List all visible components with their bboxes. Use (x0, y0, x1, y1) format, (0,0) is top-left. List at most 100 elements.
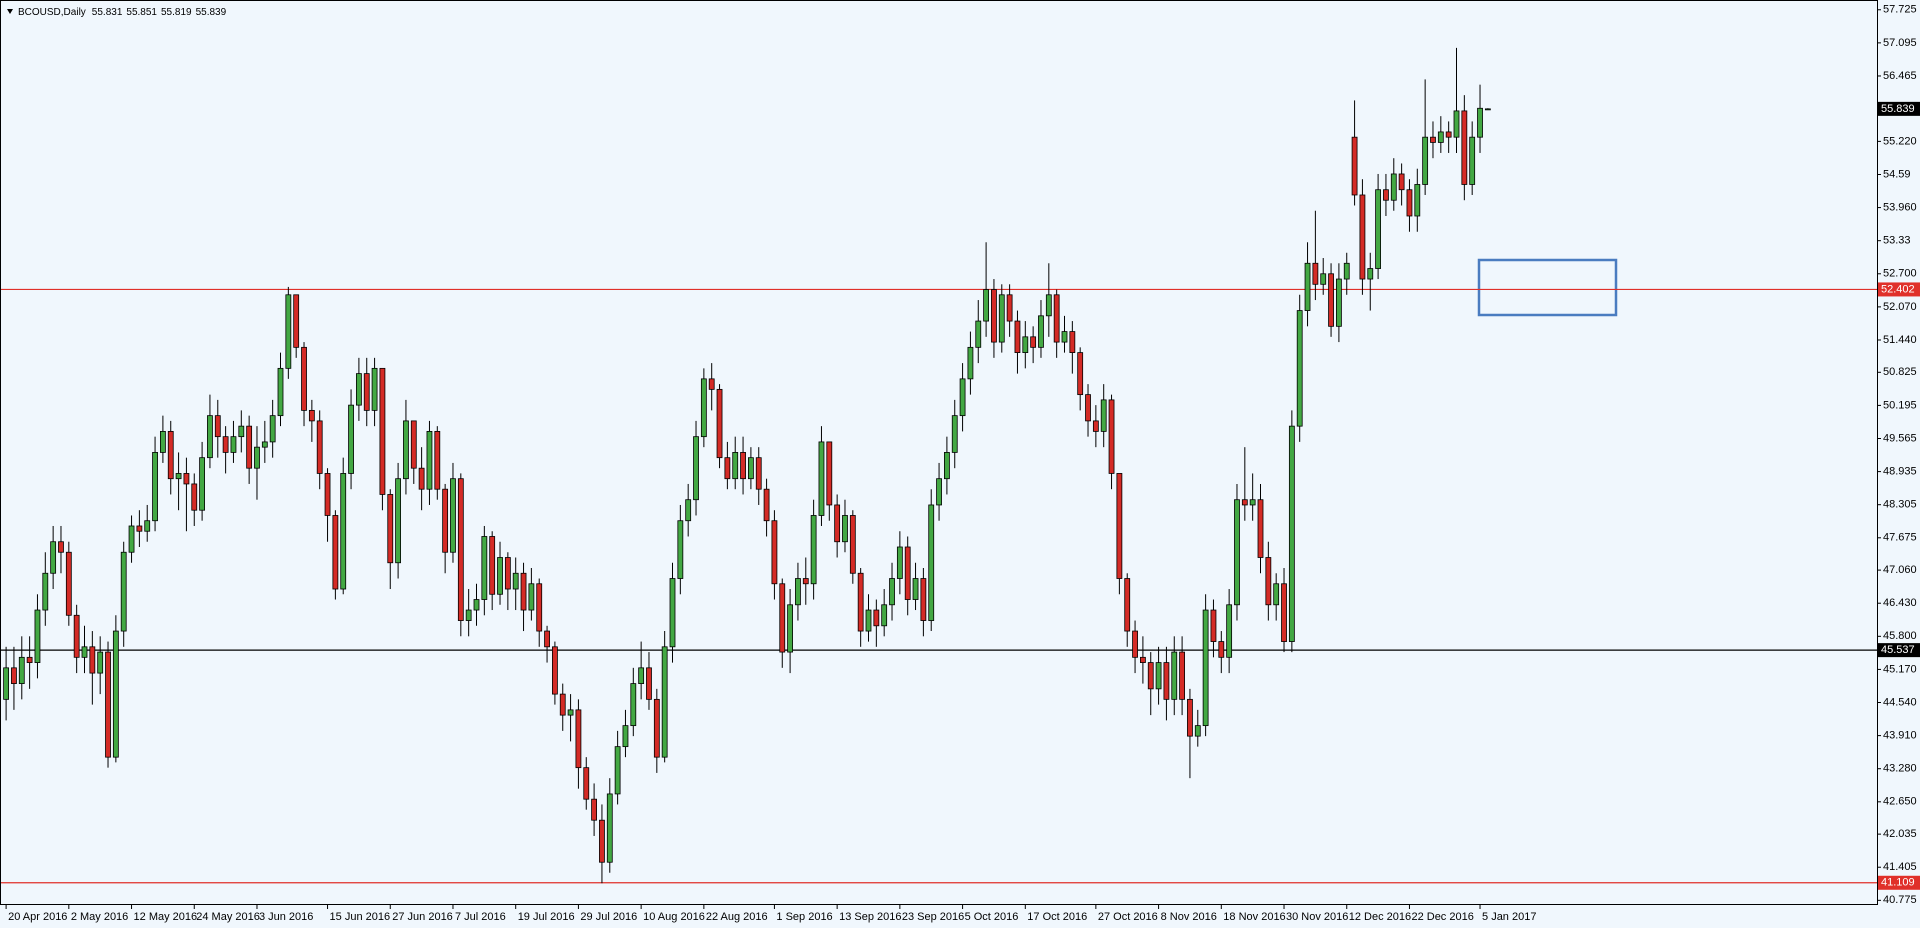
candle-body (1437, 131, 1444, 143)
current-price-label: 55.839 (1881, 103, 1915, 115)
candle-body (3, 667, 9, 700)
candle-body (379, 367, 386, 495)
candle-body (144, 520, 151, 532)
candle-body (183, 473, 190, 485)
header-open: 55.831 (92, 7, 123, 18)
y-tick-label: 52.700 (1883, 268, 1917, 280)
candle-body (128, 525, 135, 553)
y-tick-label: 42.650 (1883, 796, 1917, 808)
candle-body (1100, 399, 1107, 432)
candle-body (1163, 662, 1170, 700)
candle-body (755, 457, 762, 490)
rectangle-drawing[interactable] (1477, 258, 1618, 317)
candle-body (951, 415, 958, 453)
candle-body (1202, 609, 1209, 727)
candle-body (583, 767, 590, 800)
horizontal-line-label: 52.402 (1881, 283, 1915, 295)
x-tick-label: 22 Aug 2016 (706, 911, 768, 923)
candle-body (1038, 315, 1044, 348)
candle-body (348, 404, 354, 474)
candle-body (1390, 173, 1397, 201)
candle-body (277, 367, 284, 417)
y-tick-label: 40.775 (1883, 894, 1917, 906)
candle-body (1116, 473, 1123, 579)
candle-body (1336, 278, 1342, 327)
candle-body (967, 346, 974, 380)
y-tick-label: 41.405 (1883, 861, 1917, 873)
candle-body (1061, 331, 1068, 343)
candle-body (504, 557, 511, 590)
candle-body (1132, 630, 1138, 658)
candle-body (1461, 110, 1468, 185)
y-tick-label: 43.280 (1883, 763, 1917, 775)
candle-body (1092, 420, 1099, 432)
candle-body (489, 536, 496, 595)
horizontal-line-label-box (1878, 643, 1920, 658)
candle-body (1022, 336, 1029, 353)
y-tick-label: 44.540 (1883, 696, 1917, 708)
candle-body (175, 473, 182, 480)
candle-body (1398, 173, 1405, 191)
header-close: 55.839 (196, 7, 227, 18)
candle-body (983, 289, 989, 322)
candle-body (410, 420, 417, 469)
y-tick-label: 57.095 (1883, 37, 1917, 49)
candle-body (591, 798, 597, 821)
candle-body (810, 515, 817, 585)
candle-body (97, 651, 104, 674)
candle-body (834, 504, 841, 543)
candle-body (771, 520, 778, 585)
candle-body (1288, 425, 1295, 642)
y-tick-label: 51.440 (1883, 334, 1917, 346)
candle-body (246, 425, 253, 469)
candle-body (1312, 262, 1319, 285)
candle-body (1296, 310, 1303, 427)
candle-body (1320, 273, 1327, 285)
candle-body (65, 551, 72, 616)
candle-body (1108, 399, 1115, 474)
candle-body (1234, 499, 1240, 606)
y-tick-label: 49.565 (1883, 432, 1917, 444)
y-tick-label: 53.33 (1883, 235, 1911, 247)
candle-body (105, 651, 111, 758)
candle-body (1257, 499, 1264, 558)
candle-body (795, 578, 801, 606)
candle-body (708, 378, 715, 390)
candle-body (928, 504, 935, 621)
candle-body (450, 478, 456, 553)
candle-body (1218, 641, 1225, 658)
candle-body (34, 609, 41, 663)
y-tick-label: 56.465 (1883, 70, 1917, 82)
x-tick-label: 23 Sep 2016 (902, 911, 964, 923)
y-tick-label: 50.825 (1883, 366, 1917, 378)
candle-body (889, 578, 895, 606)
horizontal-line-label-box (1878, 875, 1920, 890)
candle-body (1477, 107, 1483, 138)
candle-body (1006, 294, 1013, 322)
symbol-menu-arrow[interactable] (7, 9, 13, 14)
candle-body (434, 431, 441, 490)
candle-body (599, 819, 605, 863)
candle-body (959, 378, 966, 417)
y-tick-label: 57.725 (1883, 4, 1917, 16)
candle-body (638, 667, 645, 684)
y-tick-label: 53.960 (1883, 201, 1917, 213)
candle-body (269, 415, 276, 443)
candle-body (512, 572, 519, 590)
candle-body (763, 488, 770, 522)
x-tick-label: 18 Nov 2016 (1223, 911, 1285, 923)
chart-title: BCOUSD,Daily (18, 7, 86, 18)
candle-body (920, 578, 927, 621)
candle-body (669, 578, 676, 648)
candle-body (520, 572, 527, 611)
y-tick-label: 46.430 (1883, 597, 1917, 609)
candle-body (473, 599, 480, 611)
candle-body (544, 630, 550, 648)
candle-body (355, 373, 362, 406)
candle-body (363, 373, 370, 411)
candle-body (1375, 189, 1381, 269)
candle-body (254, 446, 260, 469)
candle-body (457, 478, 464, 621)
candle-body (622, 725, 629, 748)
